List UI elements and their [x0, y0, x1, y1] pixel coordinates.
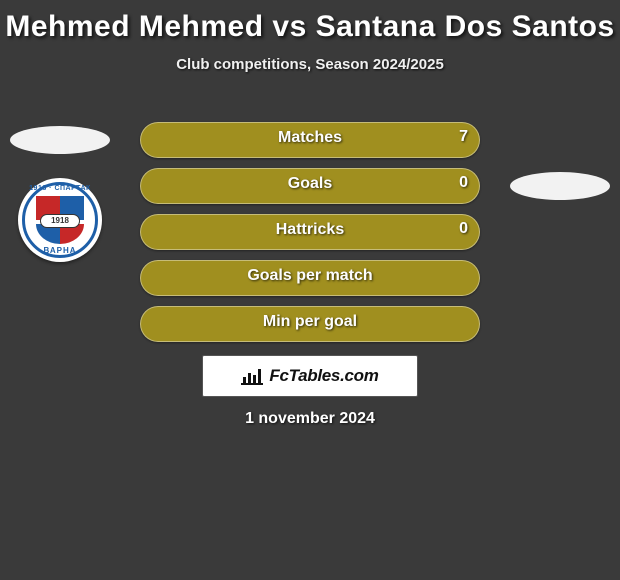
stat-label: Goals — [140, 175, 480, 193]
badge-year: 1918 — [40, 214, 80, 228]
left-player-club-badge: 1918 · СПАРТАК 1918 ВАРНА — [18, 178, 102, 262]
stat-label: Hattricks — [140, 221, 480, 239]
stat-row-min-per-goal: Min per goal — [0, 304, 620, 350]
subtitle: Club competitions, Season 2024/2025 — [0, 56, 620, 73]
badge-bottom-text: ВАРНА — [18, 246, 102, 255]
source-logo-text: FcTables.com — [269, 366, 378, 386]
stat-label: Goals per match — [140, 267, 480, 285]
left-placeholder-oval — [10, 126, 110, 154]
bar-chart-icon — [241, 367, 263, 385]
stat-label: Matches — [140, 129, 480, 147]
right-placeholder-oval — [510, 172, 610, 200]
stat-value-right: 0 — [459, 220, 468, 238]
stat-row-matches: Matches 7 — [0, 120, 620, 166]
badge-shield-icon: 1918 — [36, 196, 84, 248]
page-title: Mehmed Mehmed vs Santana Dos Santos — [0, 0, 620, 44]
comparison-card: Mehmed Mehmed vs Santana Dos Santos Club… — [0, 0, 620, 580]
stat-value-right: 0 — [459, 174, 468, 192]
source-logo-box: FcTables.com — [202, 355, 418, 397]
stat-row-goals-per-match: Goals per match — [0, 258, 620, 304]
badge-circle: 1918 · СПАРТАК 1918 ВАРНА — [18, 178, 102, 262]
badge-top-text: 1918 · СПАРТАК — [18, 185, 102, 192]
stat-value-right: 7 — [459, 128, 468, 146]
stat-label: Min per goal — [140, 313, 480, 331]
footer-date: 1 november 2024 — [0, 410, 620, 428]
